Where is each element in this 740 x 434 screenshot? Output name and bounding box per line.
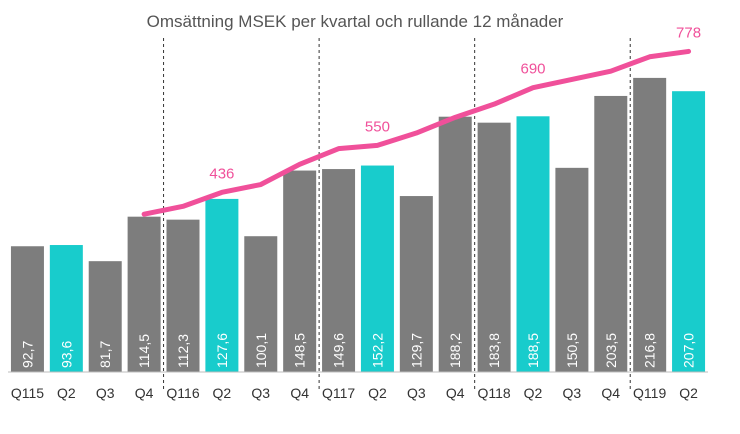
bar-value-label: 148,5 <box>292 333 308 368</box>
bar-value-label: 129,7 <box>408 333 424 368</box>
bar-value-label: 100,1 <box>253 333 269 368</box>
bar-value-label: 188,2 <box>447 333 463 368</box>
x-tick-label: Q118 <box>478 385 511 401</box>
bar <box>672 91 706 372</box>
bar <box>594 95 628 373</box>
bar-value-label: 127,6 <box>214 333 230 368</box>
x-tick-label: Q2 <box>368 385 387 401</box>
x-tick-label: Q4 <box>446 385 465 401</box>
bar-value-label: 183,8 <box>486 333 502 368</box>
bar <box>477 122 511 373</box>
bar <box>10 246 44 372</box>
bar-value-label: 188,5 <box>525 333 541 368</box>
x-tick-label: Q3 <box>251 385 270 401</box>
x-tick-label: Q117 <box>322 385 355 401</box>
x-tick-label: Q4 <box>290 385 309 401</box>
bar <box>438 116 472 372</box>
rolling-12m-label: 436 <box>209 165 234 182</box>
bar <box>555 167 589 372</box>
bar <box>166 219 200 372</box>
bar <box>49 245 83 372</box>
bar <box>516 116 550 372</box>
bar-value-label: 203,5 <box>603 333 619 368</box>
bar <box>283 170 317 372</box>
bar <box>127 216 161 372</box>
bar-value-label: 112,3 <box>175 334 191 368</box>
x-tick-label: Q2 <box>524 385 543 401</box>
x-tick-label: Q3 <box>563 385 582 401</box>
bar <box>88 261 122 372</box>
bar-value-label: 93,6 <box>58 341 74 368</box>
chart-title: Omsättning MSEK per kvartal och rullande… <box>147 12 564 31</box>
rolling-12m-label: 550 <box>365 118 390 135</box>
x-tick-label: Q4 <box>135 385 154 401</box>
rolling-12m-line <box>141 48 692 217</box>
bar <box>244 236 278 372</box>
x-tick-label: Q2 <box>679 385 698 401</box>
bar-value-label: 149,6 <box>331 333 347 368</box>
bar <box>360 165 394 372</box>
x-tick-label: Q115 <box>11 385 44 401</box>
x-tick-label: Q116 <box>166 385 199 401</box>
bar-value-label: 216,8 <box>642 333 658 368</box>
bar-value-label: 114,5 <box>136 334 152 368</box>
bar-value-label: 152,2 <box>369 333 385 368</box>
x-tick-label: Q3 <box>96 385 115 401</box>
bar-value-label: 81,7 <box>97 341 113 368</box>
bar <box>399 196 433 372</box>
x-tick-label: Q3 <box>407 385 426 401</box>
bar <box>205 198 239 372</box>
x-tick-label: Q119 <box>633 385 666 401</box>
bar-value-label: 92,7 <box>19 341 35 368</box>
x-tick-label: Q2 <box>213 385 232 401</box>
bar <box>633 77 667 372</box>
rolling-12m-label: 690 <box>520 61 545 78</box>
bar-value-label: 150,5 <box>564 333 580 368</box>
rolling-12m-label: 778 <box>676 24 701 41</box>
bar <box>322 169 356 372</box>
x-tick-label: Q2 <box>57 385 76 401</box>
bar-value-label: 207,0 <box>681 333 697 368</box>
x-tick-label: Q4 <box>601 385 620 401</box>
